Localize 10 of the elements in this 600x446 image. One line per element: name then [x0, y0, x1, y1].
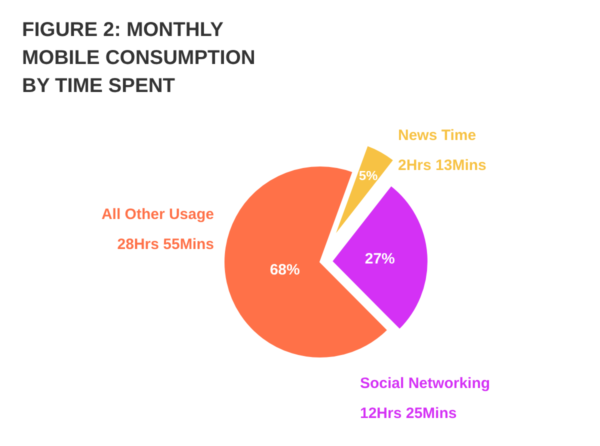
- slice-label: Social Networking: [360, 375, 490, 392]
- text: 28Hrs 55Mins: [117, 236, 214, 253]
- text: 12Hrs 25Mins: [360, 405, 457, 422]
- chart-title: FIGURE 2: MONTHLY MOBILE CONSUMPTION BY TIME SPENT: [22, 19, 256, 97]
- text: 2Hrs 13Mins: [398, 157, 486, 174]
- data-label: 68%: [270, 262, 300, 279]
- data-label: 27%: [364, 250, 395, 268]
- slice-label: News Time: [398, 127, 476, 144]
- slice-label: All Other Usage: [101, 206, 214, 223]
- data-label: 5%: [358, 168, 378, 183]
